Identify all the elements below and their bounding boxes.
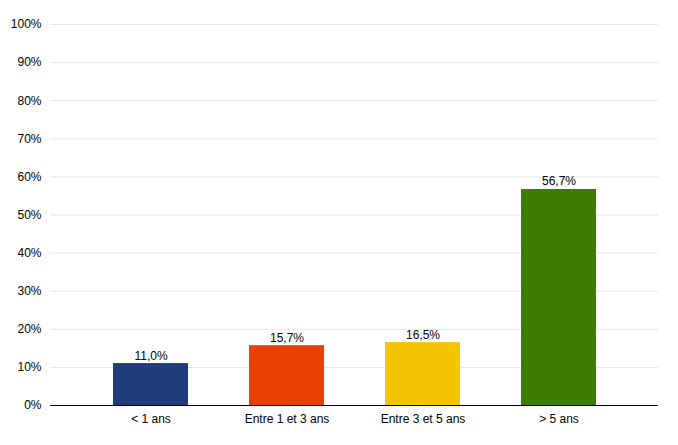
svg-text:15,7%: 15,7% (270, 331, 304, 345)
svg-text:Entre 3 et 5 ans: Entre 3 et 5 ans (381, 412, 466, 426)
svg-text:> 5 ans: > 5 ans (539, 412, 579, 426)
svg-text:16,5%: 16,5% (406, 328, 440, 342)
svg-text:10%: 10% (17, 360, 41, 374)
svg-text:90%: 90% (17, 55, 41, 69)
svg-text:20%: 20% (17, 322, 41, 336)
svg-text:30%: 30% (17, 284, 41, 298)
svg-text:11,0%: 11,0% (134, 349, 167, 363)
svg-text:Entre 1 et 3 ans: Entre 1 et 3 ans (245, 412, 330, 426)
svg-text:70%: 70% (17, 132, 41, 146)
svg-text:< 1 ans: < 1 ans (131, 412, 171, 426)
svg-text:50%: 50% (17, 208, 41, 222)
svg-text:60%: 60% (17, 170, 41, 184)
svg-text:56,7%: 56,7% (542, 174, 576, 188)
svg-text:40%: 40% (17, 246, 41, 260)
svg-text:100%: 100% (11, 17, 42, 31)
svg-text:80%: 80% (17, 94, 41, 108)
svg-text:0%: 0% (24, 398, 42, 412)
